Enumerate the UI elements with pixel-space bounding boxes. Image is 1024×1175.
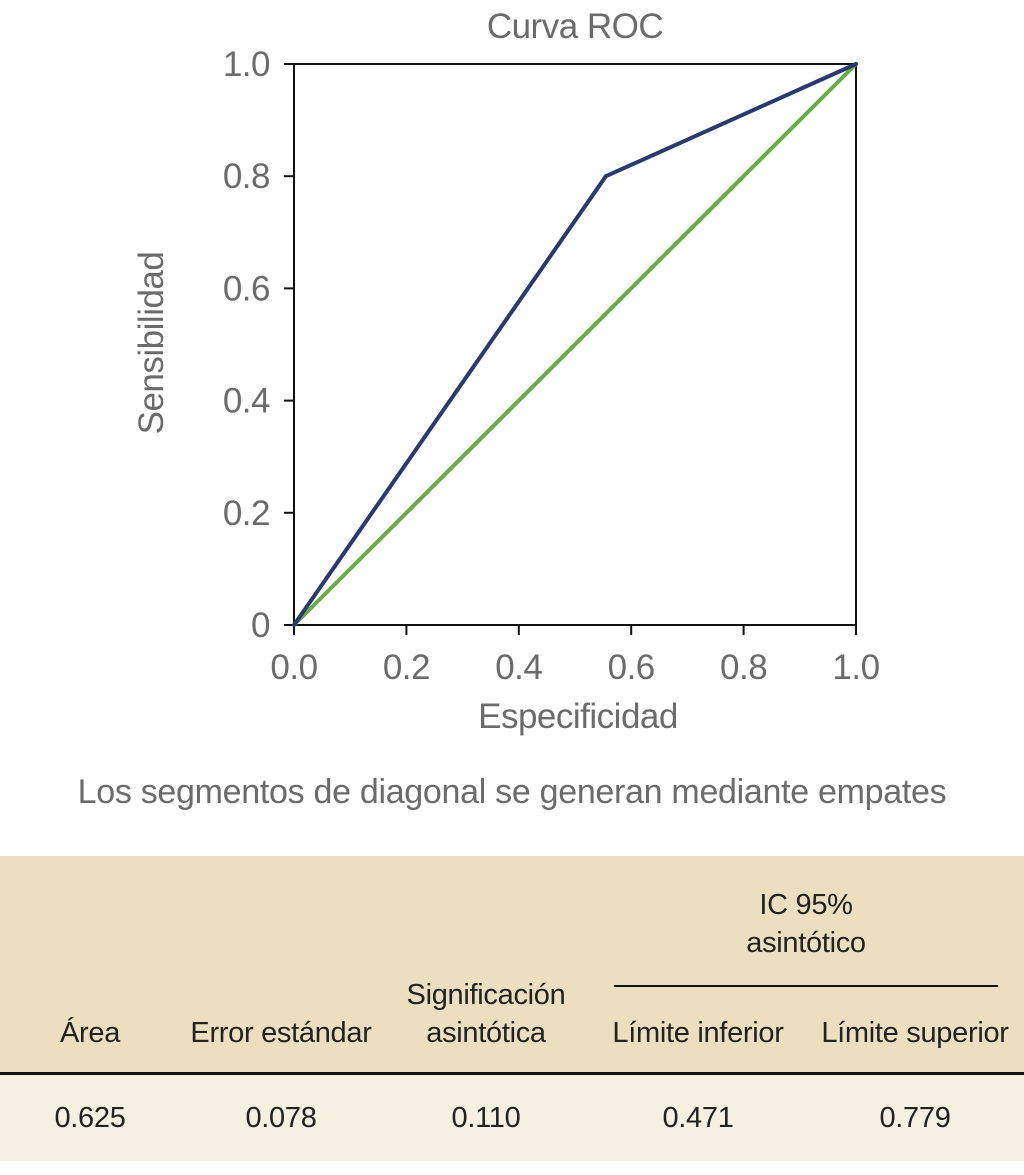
x-axis-label: Especificidad (478, 697, 678, 736)
y-tick-label: 0.8 (223, 157, 270, 196)
reference-diagonal-line (292, 62, 858, 627)
y-tick-label: 0 (251, 606, 270, 645)
column-header-lower-limit: Límite inferior (612, 1017, 784, 1049)
column-header-area: Área (59, 1017, 121, 1049)
chart-footnote: Los segmentos de diagonal se generan med… (77, 773, 947, 811)
value-lower-limit: 0.471 (662, 1102, 734, 1134)
y-tick-label: 0.6 (223, 269, 270, 308)
y-tick-label: 0.2 (223, 494, 270, 533)
column-header-significance-line1: Significación (406, 979, 566, 1011)
ci-group-rule (614, 985, 998, 987)
column-header-std-error: Error estándar (190, 1017, 372, 1049)
chart-series (292, 62, 858, 627)
x-tick-label: 0.0 (270, 648, 317, 687)
table-header-band (0, 856, 1024, 1075)
roc-chart: Curva ROC 0.0 0.2 0.4 0.6 0.8 1.000.20.40.60.… (132, 7, 880, 736)
ci-group-header: IC 95% asintótico (614, 886, 998, 962)
x-tick-label: 1.0 (832, 648, 879, 687)
y-tick-label: 1.0 (223, 45, 270, 84)
column-header-significance-line2: asintótica (426, 1017, 546, 1049)
value-significance: 0.110 (451, 1102, 521, 1134)
axis-ticks: 0.0 0.2 0.4 0.6 0.8 1.0 0 0.2 0.4 0.6 0.8 1.0 (223, 45, 880, 687)
column-header-upper-limit: Límite superior (821, 1017, 1009, 1049)
column-header-significance: Significación asintótica (396, 976, 576, 1052)
y-axis-label: Sensibilidad (132, 252, 171, 435)
x-tick-label: 0.8 (720, 648, 767, 687)
value-upper-limit: 0.779 (879, 1102, 951, 1134)
x-tick-label: 0.2 (383, 648, 430, 687)
roc-curve-line (292, 62, 858, 627)
roc-statistics-table: IC 95% asintótico Área Error estándar Si… (0, 856, 1024, 1161)
x-tick-label: 0.6 (608, 648, 655, 687)
table-header-rule (0, 1072, 1024, 1075)
ci-group-header-line1: IC 95% (759, 889, 853, 921)
table-body-band (0, 1075, 1024, 1161)
x-tick-label: 0.4 (495, 648, 542, 687)
y-tick-label: 0.4 (223, 382, 270, 421)
chart-title: Curva ROC (487, 7, 663, 46)
value-area: 0.625 (54, 1102, 126, 1134)
ci-group-header-line2: asintótico (746, 927, 866, 959)
plot-frame (293, 63, 857, 626)
value-std-error: 0.078 (245, 1102, 317, 1134)
